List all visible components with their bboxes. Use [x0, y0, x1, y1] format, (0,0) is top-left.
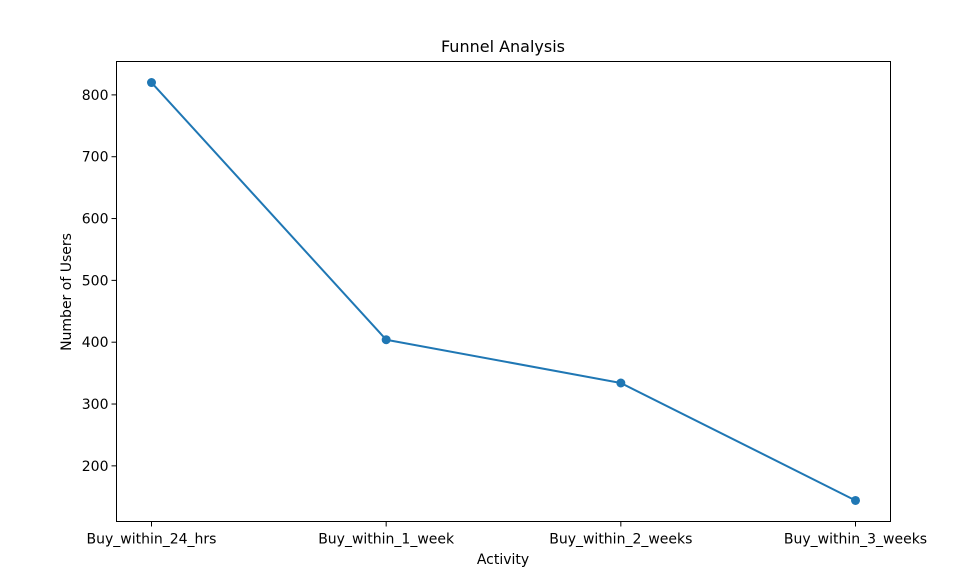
y-tick-label: 600: [82, 212, 109, 228]
y-tick-label: 700: [82, 150, 109, 166]
data-point: [381, 335, 391, 345]
y-tick-label: 200: [82, 459, 109, 475]
y-tick-label: 300: [82, 397, 109, 413]
x-tick-label: Buy_within_1_week: [318, 532, 455, 548]
x-axis-ticks: Buy_within_24_hrs Buy_within_1_week Buy_wi…: [87, 521, 927, 548]
x-tick-label: Buy_within_3_weeks: [784, 532, 927, 548]
x-axis-label: Activity: [477, 552, 529, 568]
series-group: [147, 78, 860, 505]
y-tick-label: 800: [82, 88, 109, 104]
chart-title: Funnel Analysis: [441, 37, 565, 56]
y-tick-label: 500: [82, 273, 109, 289]
plot-area: [116, 61, 891, 522]
y-axis-label: Number of Users: [59, 233, 75, 351]
series-line: [150, 81, 857, 502]
y-axis-ticks: 200 300 400 500 600 700 800: [82, 88, 117, 475]
data-point: [616, 378, 626, 388]
y-tick-label: 400: [82, 335, 109, 351]
x-tick-label: Buy_within_2_weeks: [549, 532, 692, 548]
data-point: [851, 495, 860, 505]
axes-frame: [116, 61, 891, 522]
x-tick-label: Buy_within_24_hrs: [87, 532, 217, 548]
data-point: [147, 78, 156, 88]
